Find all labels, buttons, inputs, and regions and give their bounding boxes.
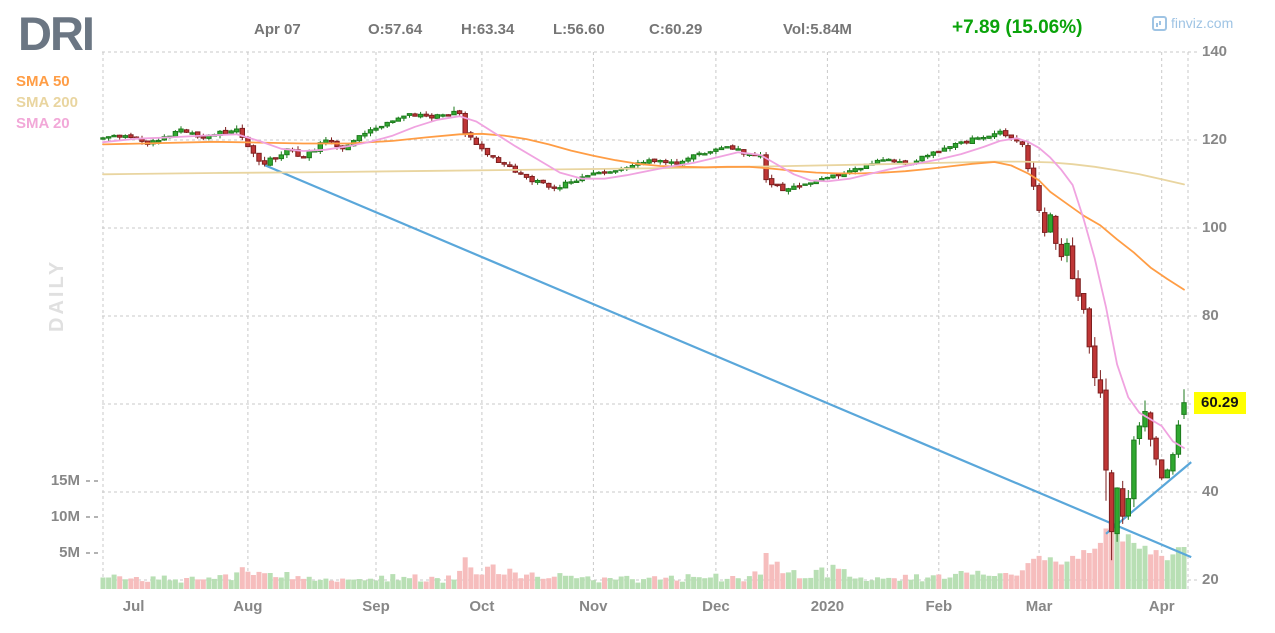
- finviz-watermark-link[interactable]: finviz.com: [1152, 15, 1233, 31]
- timeframe-watermark: DAILY: [46, 258, 68, 332]
- price-axis-label: 20: [1202, 571, 1219, 588]
- volume-axis-label: 10M: [50, 508, 80, 525]
- high-value: H:63.34: [461, 21, 515, 38]
- price-change-value: +7.89 (15.06%): [952, 17, 1083, 38]
- price-axis-label: 140: [1202, 43, 1228, 60]
- chart-date: Apr 07: [254, 21, 301, 38]
- sma-legend-item: SMA 50: [16, 73, 70, 90]
- x-axis-label: Aug: [233, 598, 263, 615]
- low-value: L:56.60: [553, 21, 605, 38]
- ticker-symbol: DRI: [18, 7, 95, 60]
- open-value: O:57.64: [368, 21, 423, 38]
- x-axis-label: Jul: [122, 598, 145, 615]
- x-axis-label: Mar: [1025, 598, 1053, 615]
- volume-axis-label: 15M: [50, 472, 80, 489]
- price-axis-label: 100: [1202, 219, 1228, 236]
- finviz-watermark-label: finviz.com: [1171, 15, 1234, 31]
- volume-value: Vol:5.84M: [783, 21, 852, 38]
- sma-legend: SMA 50 SMA 200 SMA 20: [16, 71, 78, 134]
- x-axis-label: 2020: [810, 598, 845, 615]
- price-axis-label: 40: [1202, 483, 1219, 500]
- x-axis-label: Feb: [925, 598, 953, 615]
- sma-legend-item: SMA 200: [16, 94, 78, 111]
- close-value: C:60.29: [649, 21, 703, 38]
- x-axis-label: Nov: [579, 598, 608, 615]
- last-price-tag: 60.29: [1194, 391, 1246, 414]
- x-axis-label: Oct: [469, 598, 495, 615]
- x-axis-label: Dec: [702, 598, 730, 615]
- x-axis-label: Sep: [362, 598, 390, 615]
- sma-legend-item: SMA 20: [16, 115, 70, 132]
- x-axis-label: Apr: [1148, 598, 1175, 615]
- price-axis-label: 120: [1202, 131, 1228, 148]
- finviz-logo-icon: [1152, 15, 1167, 31]
- price-axis-label: 80: [1202, 307, 1219, 324]
- volume-axis-label: 5M: [59, 544, 80, 561]
